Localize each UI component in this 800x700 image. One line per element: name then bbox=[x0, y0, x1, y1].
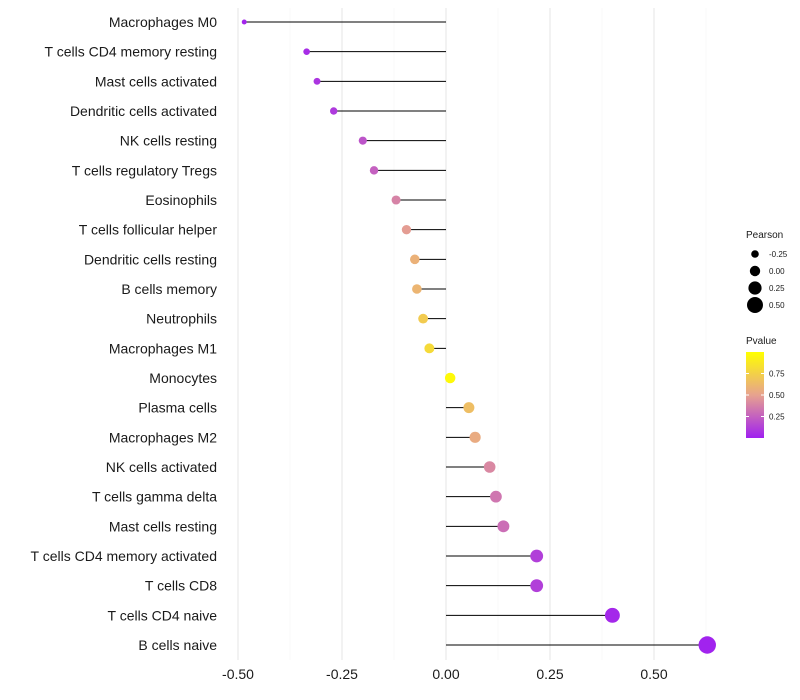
color-legend-label: 0.25 bbox=[769, 413, 785, 422]
category-label: Dendritic cells activated bbox=[70, 103, 217, 119]
size-legend-key bbox=[751, 250, 759, 258]
category-label: NK cells activated bbox=[106, 459, 217, 475]
category-label: Eosinophils bbox=[145, 192, 217, 208]
color-legend-label: 0.50 bbox=[769, 391, 785, 400]
category-label: Plasma cells bbox=[138, 400, 217, 416]
size-legend-label: 0.50 bbox=[769, 301, 785, 310]
lollipop-point bbox=[698, 636, 716, 654]
x-tick-label: 0.25 bbox=[536, 666, 563, 682]
lollipop-point bbox=[530, 549, 544, 563]
lollipop-point bbox=[418, 313, 429, 324]
category-label: B cells memory bbox=[121, 281, 217, 297]
legend: Pearson -0.25 0.00 0.25 0.50 Pvalue 0.75 0.50 0.… bbox=[746, 230, 788, 438]
category-label: B cells naive bbox=[138, 637, 217, 653]
x-tick-label: 0.50 bbox=[640, 666, 667, 682]
lollipop-point bbox=[369, 166, 379, 175]
x-tick-labels: -0.50 -0.25 0.00 0.25 0.50 bbox=[222, 666, 668, 682]
category-label: Mast cells resting bbox=[109, 518, 217, 534]
category-label: T cells gamma delta bbox=[92, 489, 217, 505]
category-label: Macrophages M2 bbox=[109, 429, 217, 445]
category-label: Macrophages M1 bbox=[109, 340, 217, 356]
lollipop-point bbox=[410, 254, 420, 265]
category-label: T cells CD4 naive bbox=[108, 607, 218, 623]
lollipop-point bbox=[329, 107, 338, 115]
lollipop-point bbox=[401, 224, 412, 235]
category-label: T cells CD4 memory resting bbox=[45, 44, 217, 60]
lollipop-point bbox=[490, 490, 502, 503]
lollipop-point bbox=[444, 372, 456, 384]
x-tick-label: 0.00 bbox=[432, 666, 459, 682]
category-label: T cells regulatory Tregs bbox=[72, 162, 217, 178]
category-label: Mast cells activated bbox=[95, 73, 217, 89]
lollipop-point bbox=[313, 77, 321, 85]
lollipop-point bbox=[530, 579, 544, 593]
lollipop-point bbox=[497, 520, 510, 533]
color-legend-bar bbox=[746, 352, 764, 438]
x-tick-label: -0.50 bbox=[222, 666, 254, 682]
points bbox=[241, 19, 716, 654]
lollipop-point bbox=[303, 48, 310, 55]
category-label: Macrophages M0 bbox=[109, 14, 217, 30]
category-label: T cells CD4 memory activated bbox=[31, 548, 217, 564]
category-labels: Macrophages M0 T cells CD4 memory resting… bbox=[31, 14, 218, 653]
lollipop-point bbox=[604, 607, 620, 623]
color-legend-title: Pvalue bbox=[746, 336, 777, 347]
lollipop-point bbox=[469, 431, 481, 443]
x-tick-label: -0.25 bbox=[326, 666, 358, 682]
lollipop-point bbox=[424, 343, 435, 354]
lollipop-point bbox=[241, 19, 247, 25]
category-label: Monocytes bbox=[149, 370, 217, 386]
size-legend-label: -0.25 bbox=[769, 250, 788, 259]
lollipop-point bbox=[483, 461, 496, 473]
size-legend-key bbox=[748, 281, 762, 295]
color-legend-label: 0.75 bbox=[769, 370, 785, 379]
lollipop-point bbox=[412, 284, 422, 294]
stems bbox=[244, 21, 708, 646]
size-legend-label: 0.25 bbox=[769, 284, 785, 293]
category-label: T cells CD8 bbox=[145, 578, 217, 594]
lollipop-point bbox=[391, 195, 401, 205]
lollipop-point bbox=[463, 402, 475, 414]
category-label: Neutrophils bbox=[146, 311, 217, 327]
size-legend-key bbox=[749, 265, 761, 277]
lollipop-point bbox=[358, 136, 367, 145]
grid bbox=[237, 8, 707, 660]
category-label: NK cells resting bbox=[120, 133, 217, 149]
size-legend-label: 0.00 bbox=[769, 267, 785, 276]
category-label: T cells follicular helper bbox=[79, 222, 218, 238]
size-legend-key bbox=[747, 297, 763, 313]
size-legend-title: Pearson bbox=[746, 230, 783, 241]
category-label: Dendritic cells resting bbox=[84, 251, 217, 267]
